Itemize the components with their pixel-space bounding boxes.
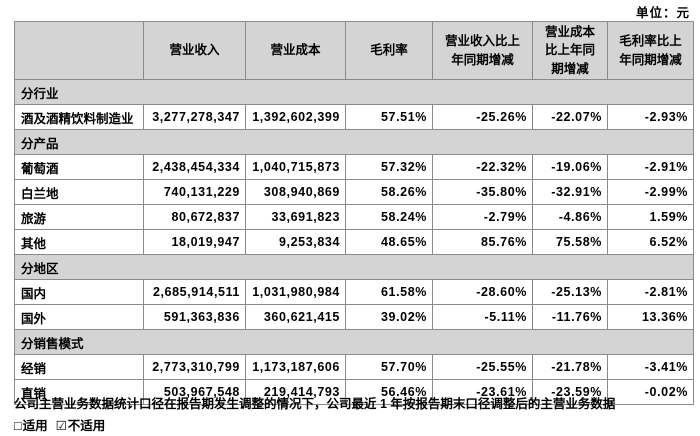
data-row: 直销 503,967,548 219,414,793 56.46% -23.61% -23…	[14, 379, 694, 405]
revenue-cell: 503,967,548	[143, 379, 246, 405]
margin-cell: 56.46%	[345, 379, 433, 405]
revenue-cell: 591,363,836	[143, 304, 246, 330]
cost-cell: 308,940,869	[245, 179, 346, 205]
column-header-blank	[14, 21, 144, 80]
revenue-cell: 18,019,947	[143, 229, 246, 255]
cost-yoy-cell: 75.58%	[532, 229, 608, 255]
margin-yoy-cell: -2.99%	[607, 179, 694, 205]
revenue-yoy-cell: -22.32%	[432, 154, 533, 180]
unit-label: 单位：元	[635, 6, 690, 20]
cost-yoy-cell: -19.06%	[532, 154, 608, 180]
section-label: 分产品	[14, 129, 694, 155]
revenue-cell: 3,277,278,347	[143, 104, 246, 130]
cost-yoy-cell: -11.76%	[532, 304, 608, 330]
column-header-cost-yoy: 营业成本 比上年同 期增减	[532, 21, 608, 80]
revenue-yoy-cell: -25.55%	[432, 354, 533, 380]
cost-yoy-cell: -4.86%	[532, 204, 608, 230]
section-row: 分产品	[14, 129, 694, 155]
margin-yoy-cell: -3.41%	[607, 354, 694, 380]
margin-cell: 61.58%	[345, 279, 433, 305]
revenue-cell: 2,685,914,511	[143, 279, 246, 305]
section-row: 分地区	[14, 254, 694, 280]
column-header-margin-yoy: 毛利率比上 年同期增减	[607, 21, 694, 80]
row-label-cell: 葡萄酒	[14, 154, 144, 180]
row-label-cell: 酒及酒精饮料制造业	[14, 104, 144, 130]
cost-cell: 9,253,834	[245, 229, 346, 255]
table-body: 分行业 酒及酒精饮料制造业 3,277,278,347 1,392,602,399 57…	[14, 79, 694, 405]
data-row: 旅游 80,672,837 33,691,823 58.24% -2.79% -4.86%…	[14, 204, 694, 230]
cost-cell: 360,621,415	[245, 304, 346, 330]
margin-yoy-cell: 6.52%	[607, 229, 694, 255]
column-header-margin: 毛利率	[345, 21, 433, 80]
option-applicable-label: 适用	[22, 419, 48, 433]
row-label-cell: 经销	[14, 354, 144, 380]
cost-cell: 1,031,980,984	[245, 279, 346, 305]
cost-yoy-cell: -21.78%	[532, 354, 608, 380]
cost-yoy-cell: -22.07%	[532, 104, 608, 130]
section-label: 分地区	[14, 254, 694, 280]
cost-cell: 33,691,823	[245, 204, 346, 230]
revenue-yoy-cell: -28.60%	[432, 279, 533, 305]
row-label-cell: 旅游	[14, 204, 144, 230]
cost-yoy-cell: -25.13%	[532, 279, 608, 305]
main-business-table: 营业收入 营业成本 毛利率 营业收入比上 年同期增减 营业成本 比上年同 期增减…	[14, 21, 694, 405]
table-header: 营业收入 营业成本 毛利率 营业收入比上 年同期增减 营业成本 比上年同 期增减…	[14, 21, 694, 80]
option-not-applicable-label: 不适用	[67, 419, 106, 433]
row-label-cell: 国内	[14, 279, 144, 305]
margin-yoy-cell: -0.02%	[607, 379, 694, 405]
data-row: 白兰地 740,131,229 308,940,869 58.26% -35.80% -3…	[14, 179, 694, 205]
row-label-cell: 国外	[14, 304, 144, 330]
section-label: 分行业	[14, 79, 694, 105]
revenue-cell: 2,438,454,334	[143, 154, 246, 180]
data-row: 经销 2,773,310,799 1,173,187,606 57.70% -25.55…	[14, 354, 694, 380]
margin-yoy-cell: -2.93%	[607, 104, 694, 130]
checkbox-unchecked-icon: □	[14, 419, 22, 433]
section-label: 分销售模式	[14, 329, 694, 355]
adjustment-note: 公司主营业务数据统计口径在报告期发生调整的情况下，公司最近 1 年按报告期末口径…	[14, 397, 616, 411]
header-row: 营业收入 营业成本 毛利率 营业收入比上 年同期增减 营业成本 比上年同 期增减…	[14, 21, 694, 80]
data-row: 酒及酒精饮料制造业 3,277,278,347 1,392,602,399 57.51…	[14, 104, 694, 130]
revenue-yoy-cell: 85.76%	[432, 229, 533, 255]
revenue-cell: 740,131,229	[143, 179, 246, 205]
margin-yoy-cell: -2.81%	[607, 279, 694, 305]
revenue-cell: 2,773,310,799	[143, 354, 246, 380]
row-label-cell: 其他	[14, 229, 144, 255]
revenue-yoy-cell: -2.79%	[432, 204, 533, 230]
margin-cell: 48.65%	[345, 229, 433, 255]
section-row: 分销售模式	[14, 329, 694, 355]
margin-yoy-cell: 13.36%	[607, 304, 694, 330]
margin-cell: 58.24%	[345, 204, 433, 230]
column-header-revenue-yoy: 营业收入比上 年同期增减	[432, 21, 533, 80]
column-header-cost: 营业成本	[245, 21, 346, 80]
section-row: 分行业	[14, 79, 694, 105]
data-row: 国外 591,363,836 360,621,415 39.02% -5.11% -11.…	[14, 304, 694, 330]
revenue-yoy-cell: -5.11%	[432, 304, 533, 330]
revenue-cell: 80,672,837	[143, 204, 246, 230]
column-header-revenue: 营业收入	[143, 21, 246, 80]
checkbox-checked-icon: ☑	[55, 419, 67, 433]
applicability-options: □适用 ☑不适用	[14, 415, 113, 434]
margin-yoy-cell: 1.59%	[607, 204, 694, 230]
cost-cell: 1,040,715,873	[245, 154, 346, 180]
option-applicable: □适用	[14, 419, 48, 433]
data-row: 其他 18,019,947 9,253,834 48.65% 85.76% 75.58% 6…	[14, 229, 694, 255]
row-label-cell: 白兰地	[14, 179, 144, 205]
data-row: 葡萄酒 2,438,454,334 1,040,715,873 57.32% -22.3…	[14, 154, 694, 180]
row-label-cell: 直销	[14, 379, 144, 405]
cost-cell: 1,392,602,399	[245, 104, 346, 130]
margin-cell: 57.70%	[345, 354, 433, 380]
margin-cell: 57.51%	[345, 104, 433, 130]
cost-yoy-cell: -32.91%	[532, 179, 608, 205]
option-not-applicable: ☑不适用	[56, 419, 106, 433]
margin-cell: 39.02%	[345, 304, 433, 330]
margin-cell: 58.26%	[345, 179, 433, 205]
margin-cell: 57.32%	[345, 154, 433, 180]
revenue-yoy-cell: -35.80%	[432, 179, 533, 205]
revenue-yoy-cell: -25.26%	[432, 104, 533, 130]
data-row: 国内 2,685,914,511 1,031,980,984 61.58% -28.60…	[14, 279, 694, 305]
cost-cell: 1,173,187,606	[245, 354, 346, 380]
margin-yoy-cell: -2.91%	[607, 154, 694, 180]
